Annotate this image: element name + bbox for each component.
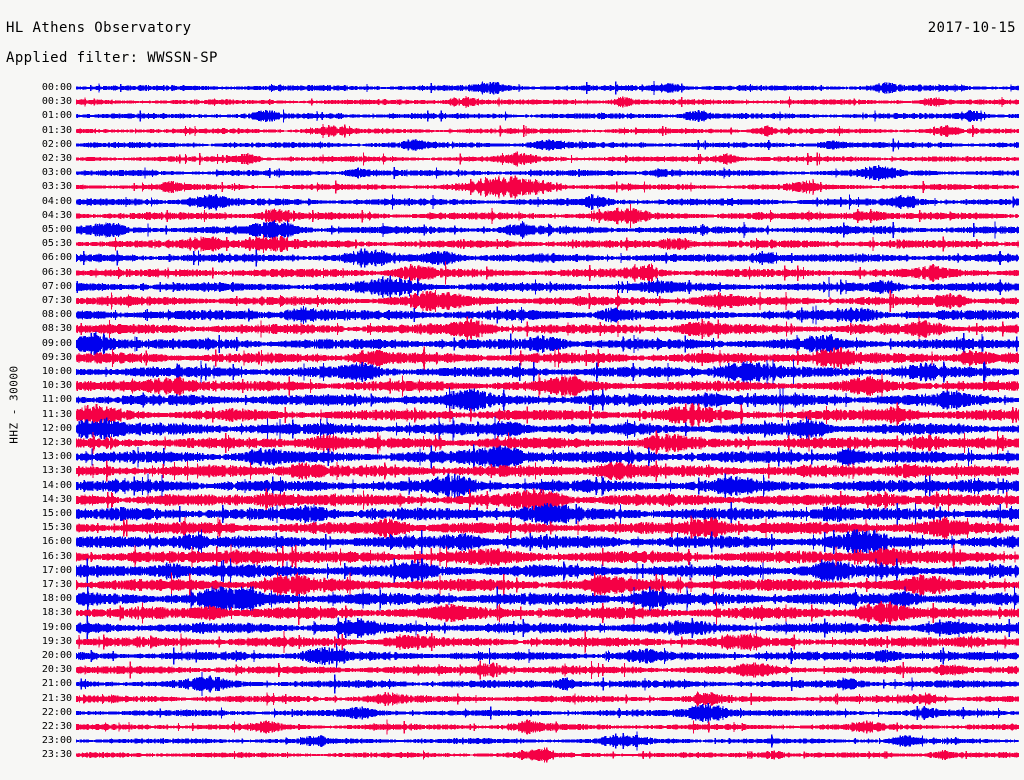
seismic-trace — [76, 742, 1018, 768]
seismogram-plot: 00:00 00:30 01:00 01:30 02:00 02:30 03:00 03:30… — [0, 80, 1024, 780]
record-date: 2017-10-15 — [928, 20, 1016, 36]
applied-filter-label: Applied filter: WWSSN-SP — [6, 50, 218, 66]
station-title: HL Athens Observatory — [6, 20, 191, 36]
trace-container — [0, 80, 1024, 780]
